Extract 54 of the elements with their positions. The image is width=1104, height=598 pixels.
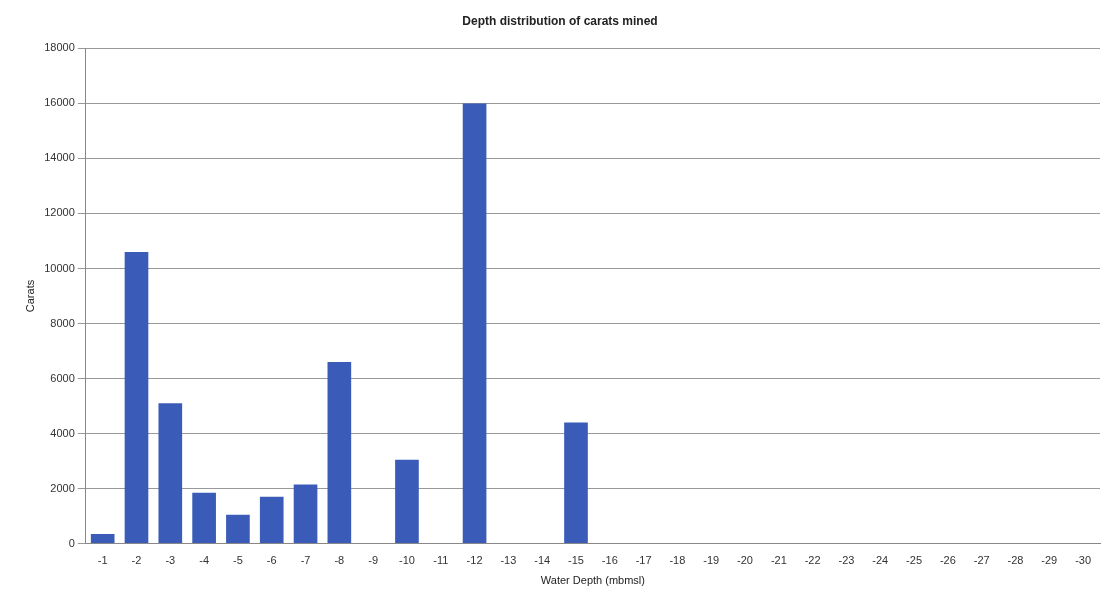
x-tick-label: -20	[737, 554, 753, 567]
bar	[158, 403, 183, 544]
y-tick-label: 8000	[50, 316, 75, 329]
y-tick-label: 0	[68, 536, 75, 549]
x-tick-label: -4	[199, 554, 209, 567]
chart-title: Depth distribution of carats mined	[462, 13, 658, 28]
bar	[259, 496, 284, 544]
x-tick-label: -7	[300, 554, 311, 567]
x-tick-label: -21	[770, 554, 787, 567]
x-tick-label: -9	[368, 554, 379, 567]
x-tick-label: -1	[97, 554, 108, 567]
x-tick-label: -16	[601, 554, 618, 567]
bar	[395, 459, 419, 544]
x-tick-label: -17	[635, 554, 652, 567]
x-tick-label: -30	[1075, 554, 1092, 567]
x-tick-label: -6	[266, 554, 277, 567]
y-tick-label: 4000	[50, 426, 75, 439]
y-tick-label: 10000	[44, 261, 75, 274]
bar	[462, 103, 487, 544]
x-tick-label: -15	[568, 554, 584, 567]
bar	[226, 514, 250, 544]
y-tick-label: 2000	[50, 481, 75, 494]
x-tick-label: -19	[703, 554, 720, 567]
x-tick-label: -3	[165, 554, 176, 567]
bar	[90, 533, 115, 544]
x-tick-label: -23	[838, 554, 855, 567]
y-tick-label: 6000	[50, 371, 75, 384]
x-tick-label: -29	[1041, 554, 1058, 567]
bar	[293, 484, 318, 544]
x-tick-label: -26	[939, 554, 956, 567]
x-tick-label: -22	[804, 554, 821, 567]
x-tick-label: -14	[534, 554, 551, 567]
bar	[124, 251, 149, 544]
x-tick-label: -5	[233, 554, 243, 567]
x-tick-label: -18	[669, 554, 686, 567]
x-tick-label: -13	[500, 554, 517, 567]
bar	[192, 492, 216, 544]
x-tick-label: -8	[334, 554, 345, 567]
y-tick-label: 16000	[44, 96, 75, 109]
x-axis-title: Water Depth (mbmsl)	[540, 574, 645, 587]
x-tick-label: -25	[906, 554, 923, 567]
x-tick-label: -11	[433, 554, 449, 567]
x-tick-label: -24	[872, 554, 889, 567]
bar	[327, 362, 352, 544]
y-tick-label: 18000	[44, 41, 75, 54]
bar	[564, 422, 588, 544]
y-axis-title: Carats	[23, 279, 36, 313]
x-tick-label: -12	[466, 554, 483, 567]
x-tick-label: -27	[973, 554, 990, 567]
y-tick-label: 14000	[44, 151, 75, 164]
x-tick-label: -10	[399, 554, 415, 567]
y-tick-label: 12000	[44, 206, 75, 219]
x-tick-label: -2	[131, 554, 142, 567]
x-tick-label: -28	[1007, 554, 1024, 567]
